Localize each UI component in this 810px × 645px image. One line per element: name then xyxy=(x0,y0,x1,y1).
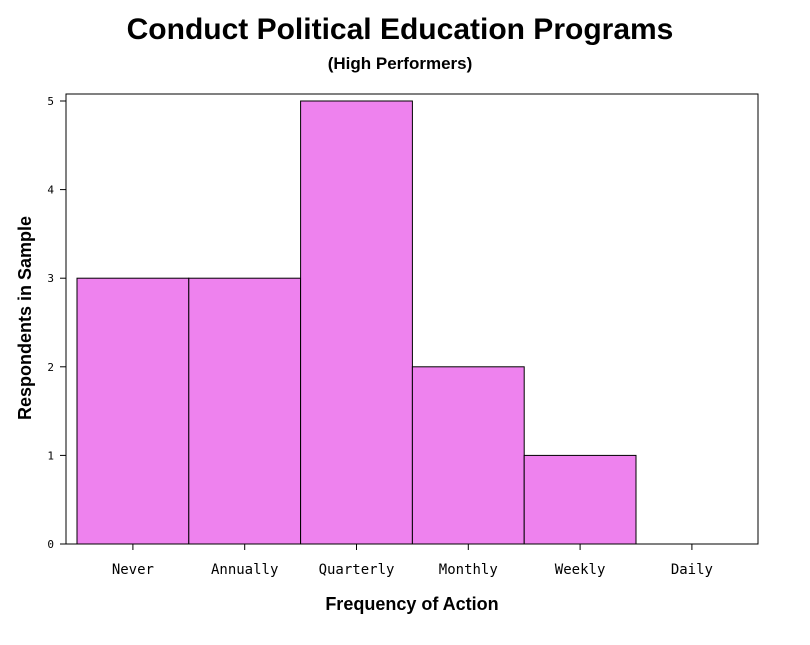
y-axis-label: Respondents in Sample xyxy=(15,216,35,420)
x-tick-label: Quarterly xyxy=(319,562,395,578)
y-tick-label: 0 xyxy=(47,538,54,551)
bars-group xyxy=(76,100,637,545)
y-tick-label: 3 xyxy=(47,272,54,285)
x-tick-label: Daily xyxy=(671,562,713,578)
x-tick-label: Monthly xyxy=(439,562,498,578)
y-tick-label: 1 xyxy=(47,449,54,462)
bar-quarterly xyxy=(300,100,413,545)
x-tick-label: Never xyxy=(112,562,154,578)
x-tick-label: Weekly xyxy=(555,562,606,578)
bar-annually xyxy=(188,277,302,545)
bar-weekly xyxy=(523,454,637,545)
chart-title: Conduct Political Education Programs xyxy=(127,13,674,46)
x-axis: Never Annually Quarterly Monthly Weekly Daily xyxy=(112,544,713,578)
y-tick-label: 2 xyxy=(47,361,54,374)
x-axis-label: Frequency of Action xyxy=(325,594,498,614)
y-tick-label: 4 xyxy=(47,184,54,197)
bar-never xyxy=(76,277,190,545)
x-tick-label: Annually xyxy=(211,562,278,578)
chart-subtitle: (High Performers) xyxy=(328,54,473,73)
y-tick-label: 5 xyxy=(47,95,54,108)
bar-monthly xyxy=(411,366,525,545)
y-axis: 0 1 2 3 4 5 xyxy=(47,95,66,551)
